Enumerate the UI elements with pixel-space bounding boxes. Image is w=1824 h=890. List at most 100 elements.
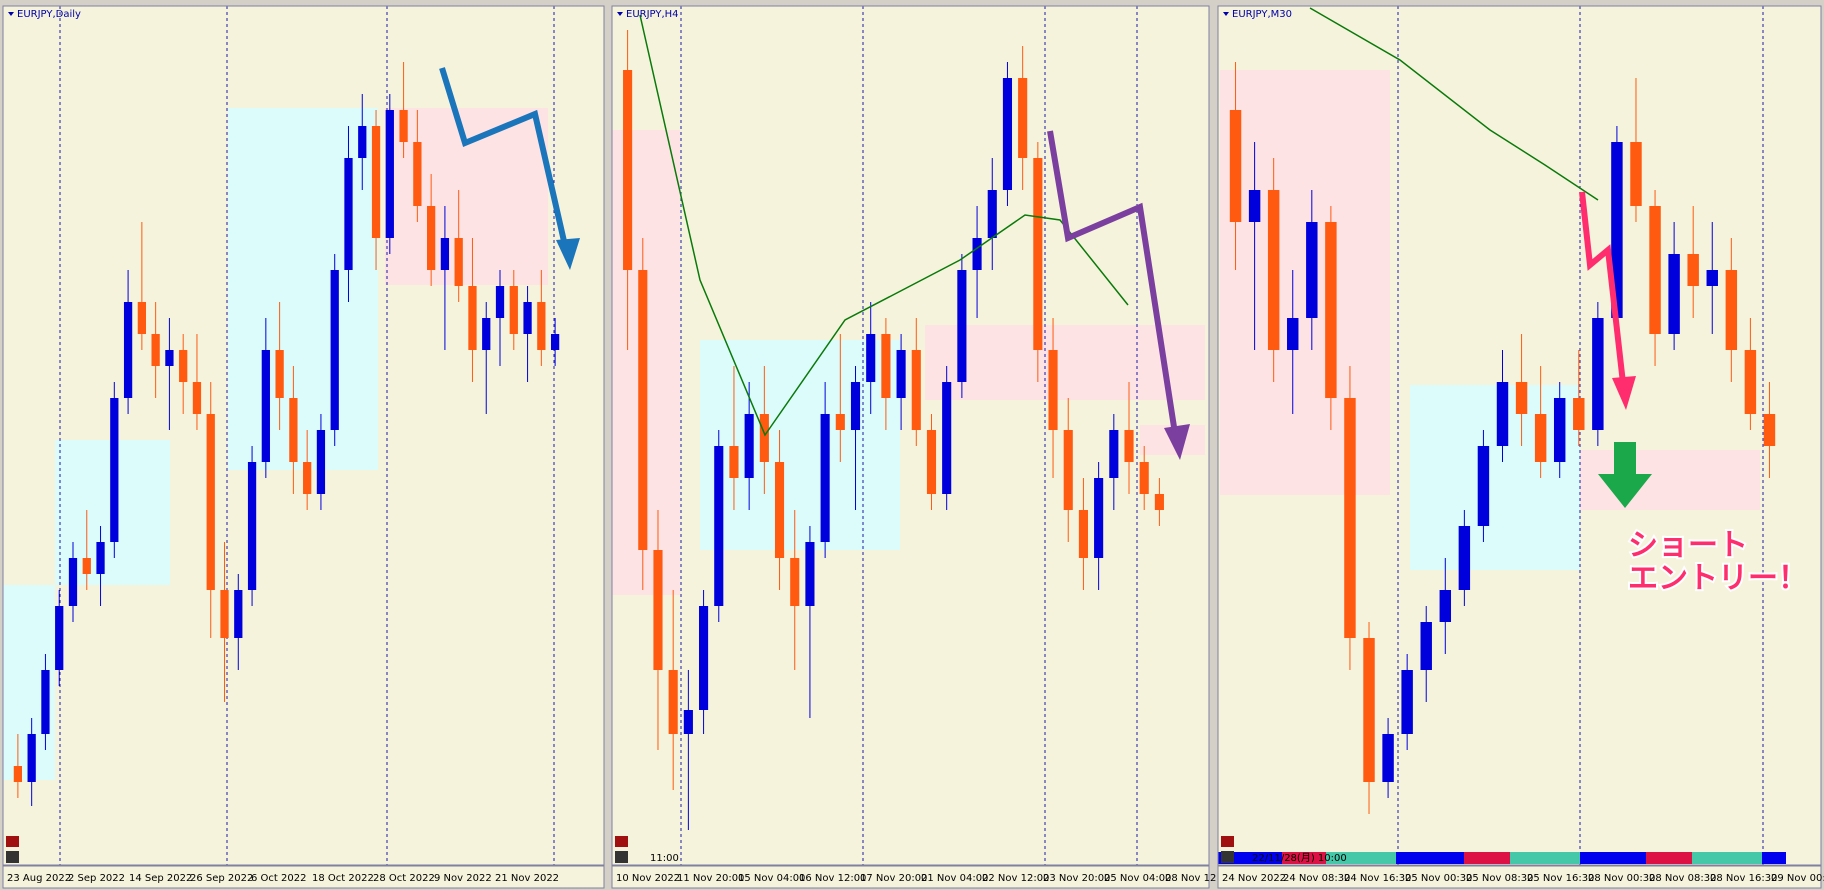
candle-body (192, 382, 202, 414)
candle-body (27, 734, 36, 782)
candle-body (82, 558, 91, 574)
candle-body (1706, 270, 1718, 286)
candle-body (371, 126, 381, 238)
candle-body (942, 382, 952, 494)
candle-body (1018, 78, 1028, 158)
candle-body (1109, 430, 1119, 478)
zones (3, 6, 1821, 865)
candle-body (638, 270, 648, 550)
candle-body (275, 350, 284, 398)
candle-body (454, 238, 463, 286)
candle-body (1725, 270, 1738, 350)
panel-border (1217, 5, 1822, 866)
candles (13, 30, 1776, 830)
tool-icon[interactable] (6, 851, 19, 863)
candle-body (1248, 190, 1261, 222)
tool-icon[interactable] (1221, 851, 1234, 863)
tool-icon[interactable] (615, 851, 628, 863)
candle-body (1744, 350, 1757, 414)
x-tick-label: 25 Nov 08:30 (1466, 873, 1533, 884)
zone (228, 108, 378, 470)
candle-body (668, 670, 678, 734)
candle-body (1687, 254, 1699, 286)
candle-body (1611, 142, 1623, 318)
candle-body (699, 606, 709, 710)
candle-body (881, 334, 891, 398)
candle-body (550, 334, 560, 350)
candle-body (1306, 222, 1318, 318)
gridlines (59, 6, 1764, 865)
candle-body (234, 590, 243, 638)
title-icon (1223, 12, 1229, 16)
candle-body (1458, 526, 1471, 590)
candle-body (987, 190, 997, 238)
candle-body (1002, 78, 1013, 190)
candle-body (1592, 318, 1604, 430)
candle-body (13, 766, 23, 782)
candle-body (110, 398, 119, 542)
x-tick-label: 26 Sep 2022 (190, 873, 253, 884)
candle-body (759, 414, 769, 462)
arrowhead (1612, 376, 1636, 410)
x-tick-label: 6 Oct 2022 (251, 873, 306, 884)
close-button[interactable] (615, 836, 628, 847)
x-tick-label: 28 Nov 00:30 (1588, 873, 1655, 884)
title-icon (617, 12, 623, 16)
candle-body (653, 550, 663, 670)
candle-body (68, 558, 78, 606)
x-tick-label: 21 Nov 04:00 (921, 873, 988, 884)
candle-body (790, 558, 800, 606)
candle-body (427, 206, 436, 270)
x-tick-label: 24 Nov 2022 (1222, 873, 1286, 884)
candle-body (1668, 254, 1680, 334)
candle-body (1229, 110, 1242, 222)
arrows (439, 67, 1652, 508)
candle-body (926, 430, 937, 494)
candle-body (1763, 414, 1776, 446)
session (1762, 852, 1786, 864)
close-button[interactable] (1221, 836, 1234, 847)
entry-arrow (1598, 442, 1652, 508)
candle-body (683, 710, 693, 734)
x-tick-label: 16 Nov 12:00 (799, 873, 866, 884)
x-tick-label: 28 Nov 16:30 (1710, 873, 1777, 884)
arrow (439, 67, 569, 251)
candle-body (744, 414, 754, 478)
candle-body (1382, 734, 1394, 782)
session (1282, 852, 1326, 864)
candle-body (896, 350, 906, 398)
candle-body (835, 414, 845, 430)
candle-body (509, 286, 518, 334)
x-tick-label: 25 Nov 04:00 (1104, 873, 1171, 884)
candle-body (1048, 350, 1058, 430)
arrowhead (556, 238, 580, 270)
candle-body (1154, 494, 1164, 510)
candle-body (385, 110, 394, 238)
x-axis-strip (2, 865, 605, 889)
candle-body (1094, 478, 1104, 558)
session (1396, 852, 1464, 864)
session (1510, 852, 1580, 864)
candle-body (399, 110, 408, 142)
candle-body (247, 462, 257, 590)
candle-body (537, 302, 546, 350)
x-tick-label: 28 Oct 2022 (373, 873, 435, 884)
x-tick-label: 24 Nov 16:30 (1344, 873, 1411, 884)
x-axis-strip (1217, 865, 1822, 889)
moving-average (639, 14, 1129, 437)
x-tick-label: 14 Sep 2022 (129, 873, 192, 884)
candle-body (303, 462, 312, 494)
panel-title: EURJPY,H4 (626, 9, 679, 20)
x-tick-label: 11 Nov 20:00 (677, 873, 744, 884)
candle-body (1287, 318, 1299, 350)
candle-body (1063, 430, 1073, 510)
candle-body (820, 414, 830, 542)
annotation: ショート (1628, 528, 1748, 563)
candle-body (1033, 158, 1043, 350)
candle-body (330, 270, 339, 430)
candle-body (165, 350, 174, 366)
close-button[interactable] (6, 836, 19, 847)
candle-body (1078, 510, 1088, 558)
candle-body (413, 142, 422, 206)
